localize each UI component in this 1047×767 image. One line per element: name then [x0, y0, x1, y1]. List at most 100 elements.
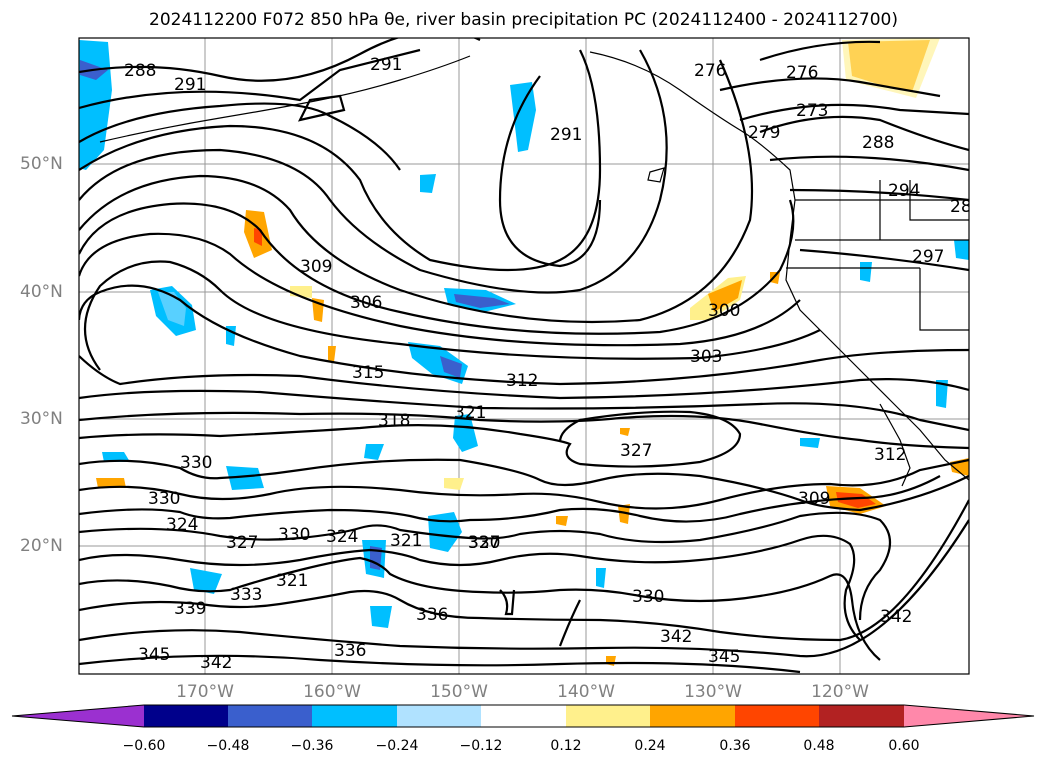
contour-label: 309: [300, 257, 332, 277]
contour-label: 288: [124, 61, 156, 81]
precip-pos-area: [770, 272, 780, 284]
contour-label: 291: [370, 55, 402, 75]
colorbar-bin: [312, 705, 397, 727]
precip-neg-area: [364, 444, 384, 460]
contour-label: 28: [950, 197, 972, 217]
colorbar-tick-label: −0.36: [290, 738, 334, 754]
precip-neg-area: [596, 568, 606, 588]
precip-neg-area: [226, 466, 264, 490]
lat-label: 20°N: [20, 536, 63, 556]
contour-label: 303: [690, 347, 722, 367]
contour-label: 312: [874, 445, 906, 465]
colorbar-tick-label: 0.12: [550, 738, 582, 754]
precip-neg-area: [860, 262, 872, 282]
contour-label: 330: [468, 533, 500, 553]
lat-label: 50°N: [20, 154, 63, 174]
contour-label: 330: [278, 525, 310, 545]
colorbar-tick-label: −0.12: [459, 738, 503, 754]
precip-neg-area: [454, 294, 510, 308]
contour-labels: 288 291 291 291 276 276 273 279 288 294 …: [124, 55, 972, 673]
precip-neg-area: [936, 380, 948, 408]
colorbar-tick-label: −0.60: [122, 738, 166, 754]
contour-label: 327: [620, 441, 652, 461]
precip-pos-area: [96, 478, 126, 488]
contour-label: 345: [138, 645, 170, 665]
contour-label: 300: [708, 301, 740, 321]
contour-label: 291: [550, 125, 582, 145]
precip-neg-area: [102, 452, 130, 462]
contour-label: 342: [880, 607, 912, 627]
precip-pos-area: [606, 656, 616, 666]
precip-pos-area: [328, 346, 336, 362]
colorbar-tick-label: 0.24: [634, 738, 666, 754]
lat-label: 40°N: [20, 282, 63, 302]
contour-label: 321: [390, 531, 422, 551]
precip-pos-area: [836, 492, 876, 508]
colorbar-under-arrow: [12, 705, 144, 727]
contour-label: 324: [326, 527, 358, 547]
precip-pos-area: [556, 516, 568, 526]
contour-label: 336: [334, 641, 366, 661]
map-title: 2024112200 F072 850 hPa θe, river basin …: [149, 10, 898, 30]
precip-neg-area: [79, 40, 112, 170]
coastlines: [99, 51, 969, 487]
colorbar-bin: [228, 705, 312, 727]
colorbar-over-arrow: [904, 705, 1034, 727]
colorbar-tick-label: 0.48: [803, 738, 835, 754]
contour-label: 330: [632, 587, 664, 607]
colorbar-tick-label: 0.60: [888, 738, 920, 754]
colorbar-outline: [11, 704, 1035, 728]
colorbar-bin: [819, 705, 904, 727]
lon-label: 130°W: [684, 682, 742, 702]
contour-label: 306: [350, 293, 382, 313]
colorbar-tick-label: −0.24: [375, 738, 419, 754]
theta-e-contours: [79, 38, 969, 674]
contour-label: 321: [454, 403, 486, 423]
precip-neg-area: [954, 240, 969, 260]
colorbar-bin: [481, 705, 566, 727]
lon-label: 170°W: [176, 682, 234, 702]
contour-label: 276: [694, 61, 726, 81]
contour-label: 273: [796, 101, 828, 121]
contour-label: 309: [798, 489, 830, 509]
precip-neg-area: [800, 438, 820, 448]
colorbar-bin: [735, 705, 819, 727]
contour-label: 318: [378, 411, 410, 431]
map-frame: [78, 37, 970, 675]
contour-label: 336: [416, 605, 448, 625]
colorbar-bin: [650, 705, 735, 727]
precip-neg-area: [453, 414, 478, 452]
lat-label: 30°N: [20, 409, 63, 429]
precip-neg-area: [420, 174, 436, 193]
precip-neg-area: [370, 606, 392, 628]
contour-label: 327: [468, 533, 500, 553]
lon-label: 140°W: [557, 682, 615, 702]
precip-pos-area: [254, 228, 262, 246]
colorbar-bin: [144, 705, 228, 727]
precip-neg-area: [190, 568, 222, 594]
contour-label: 330: [148, 489, 180, 509]
colorbar-tick-label: 0.36: [719, 738, 751, 754]
contour-label: 315: [352, 363, 384, 383]
precip-neg-area: [510, 82, 536, 152]
contour-label: 291: [174, 75, 206, 95]
precip-pos-area: [842, 38, 940, 98]
lon-label: 150°W: [430, 682, 488, 702]
colorbar: [11, 704, 1035, 728]
contour-label: 312: [506, 371, 538, 391]
precip-pos-area: [708, 280, 742, 312]
colorbar-bin: [397, 705, 481, 727]
lon-label: 120°W: [811, 682, 869, 702]
precip-pos-area: [620, 428, 630, 436]
lon-label: 160°W: [303, 682, 361, 702]
colorbar-tick-label: −0.48: [206, 738, 250, 754]
contour-label: 339: [174, 599, 206, 619]
contour-label: 324: [166, 515, 198, 535]
contour-label: 342: [660, 627, 692, 647]
contour-label: 279: [748, 123, 780, 143]
contour-label: 294: [888, 181, 920, 201]
contour-label: 345: [708, 647, 740, 667]
colorbar-bin: [566, 705, 650, 727]
precip-shading: [79, 38, 969, 666]
